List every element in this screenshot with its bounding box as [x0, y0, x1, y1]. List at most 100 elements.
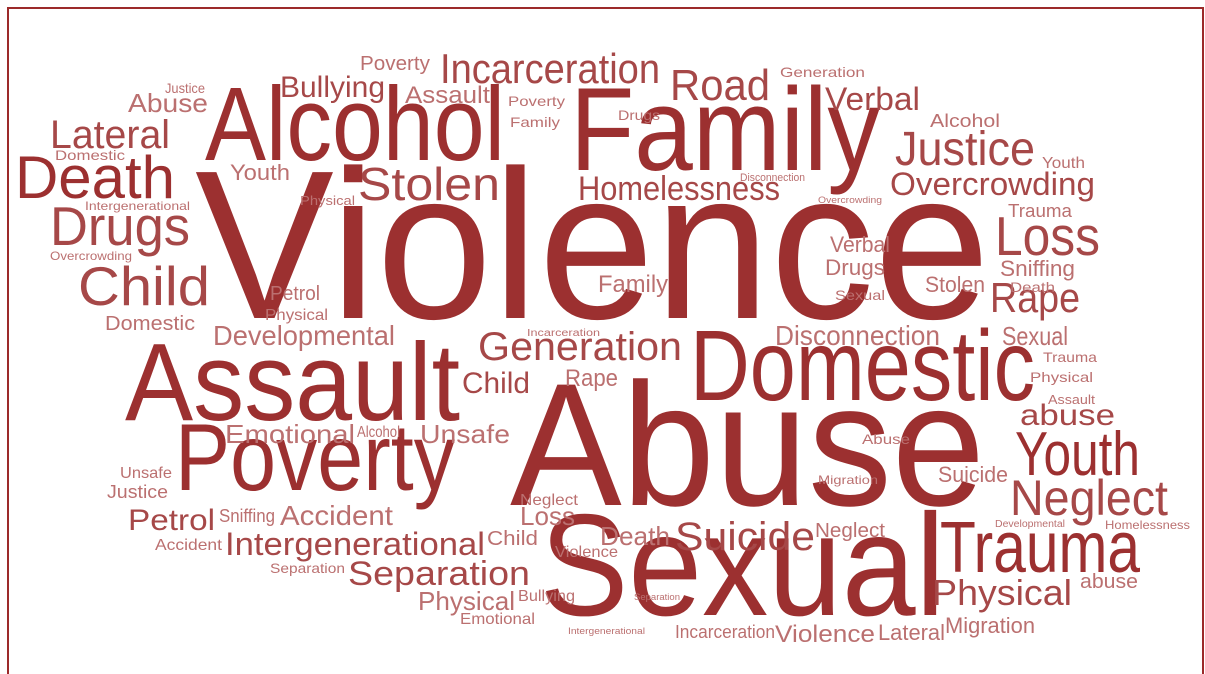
word: Road	[670, 61, 770, 110]
word: Neglect	[520, 492, 579, 509]
word: Youth	[1042, 155, 1085, 172]
word: Child	[462, 367, 530, 400]
word: Poverty	[508, 93, 565, 109]
word: Lateral	[878, 620, 945, 645]
word: Abuse	[128, 88, 208, 118]
word: Domestic	[55, 147, 125, 163]
word: Domestic	[690, 310, 1035, 422]
word: Youth	[230, 160, 290, 185]
word: Generation	[478, 325, 682, 369]
word: Poverty	[175, 405, 455, 511]
word: Alcohol	[930, 111, 1000, 131]
word: Child	[78, 255, 210, 317]
word: Drugs	[618, 107, 660, 123]
word: Sexual	[1002, 321, 1068, 351]
word: Child	[487, 528, 538, 550]
word: Lateral	[50, 113, 170, 157]
word: Death	[1010, 279, 1055, 295]
word: Homelessness	[578, 170, 780, 208]
word: Petrol	[270, 283, 320, 305]
word: Disconnection	[775, 320, 940, 351]
word: Justice	[107, 482, 168, 502]
word: Overcrowding	[818, 195, 882, 205]
word: Intergenerational	[568, 626, 645, 636]
word: Family	[598, 271, 668, 298]
word: Death	[600, 521, 670, 551]
word: Physical	[932, 572, 1072, 613]
word: Separation	[348, 555, 530, 593]
word: Unsafe	[120, 465, 172, 482]
word: Rape	[565, 365, 618, 392]
word: Trauma	[940, 508, 1141, 588]
word: Physical	[1030, 369, 1093, 385]
word: Incarceration	[440, 45, 660, 92]
word: Suicide	[938, 462, 1008, 487]
word: Stolen	[358, 158, 500, 210]
word: Drugs	[825, 255, 885, 280]
word: Justice	[895, 123, 1035, 176]
word: Death	[15, 144, 175, 211]
word: Accident	[280, 500, 393, 531]
word: Incarceration	[527, 328, 600, 339]
word: Generation	[780, 64, 865, 80]
word: Neglect	[1010, 470, 1168, 526]
word: Assault	[405, 82, 490, 109]
word: Poverty	[360, 53, 430, 75]
word: Assault	[125, 321, 460, 444]
word: Homelessness	[1105, 518, 1190, 532]
word: Migration	[818, 473, 878, 487]
word: Bullying	[280, 71, 385, 104]
word: Violence	[195, 126, 990, 363]
word: Separation	[270, 560, 345, 576]
word: Alcohol	[357, 424, 400, 441]
word: Overcrowding	[890, 166, 1095, 202]
word: Loss	[995, 205, 1100, 267]
word: Stolen	[925, 272, 985, 297]
word: Sniffing	[219, 506, 275, 526]
word: Alcohol	[205, 66, 505, 183]
word: abuse	[1020, 399, 1115, 432]
word: Suicide	[675, 515, 815, 559]
word: Assault	[1048, 392, 1095, 407]
word: Trauma	[1008, 201, 1073, 221]
word: Emotional	[225, 419, 355, 449]
word: Sexual	[835, 287, 885, 303]
word: abuse	[1080, 571, 1138, 593]
word: Separation	[634, 592, 680, 602]
word: Violence	[775, 621, 875, 648]
word: Physical	[418, 586, 515, 616]
word: Violence	[555, 544, 618, 561]
word: Overcrowding	[50, 249, 132, 263]
word: Abuse	[510, 348, 985, 543]
word: Family	[570, 64, 880, 196]
word: Neglect	[815, 520, 885, 542]
word: Drugs	[50, 195, 190, 257]
word: Rape	[990, 274, 1080, 321]
word: Domestic	[105, 313, 195, 335]
word: Physical	[265, 307, 328, 324]
word: Developmental	[995, 519, 1065, 530]
word: Intergenerational	[225, 526, 485, 562]
word: Intergenerational	[85, 199, 190, 213]
word: Physical	[300, 193, 355, 208]
word: Bullying	[518, 588, 575, 605]
word: Unsafe	[420, 419, 510, 449]
word: Developmental	[213, 320, 395, 351]
word: Loss	[520, 501, 575, 531]
word: Youth	[1015, 420, 1140, 489]
word: Sexual	[540, 484, 945, 646]
word: Abuse	[862, 431, 910, 447]
word: Emotional	[460, 611, 535, 628]
word: Migration	[945, 613, 1035, 638]
word: Justice	[165, 80, 205, 96]
word: Verbal	[825, 81, 920, 117]
word: Sniffing	[1000, 256, 1075, 281]
word: Trauma	[1043, 349, 1097, 365]
frame	[7, 7, 1204, 674]
word: Petrol	[128, 504, 215, 537]
word: Disconnection	[740, 172, 805, 184]
word: Family	[510, 114, 560, 130]
